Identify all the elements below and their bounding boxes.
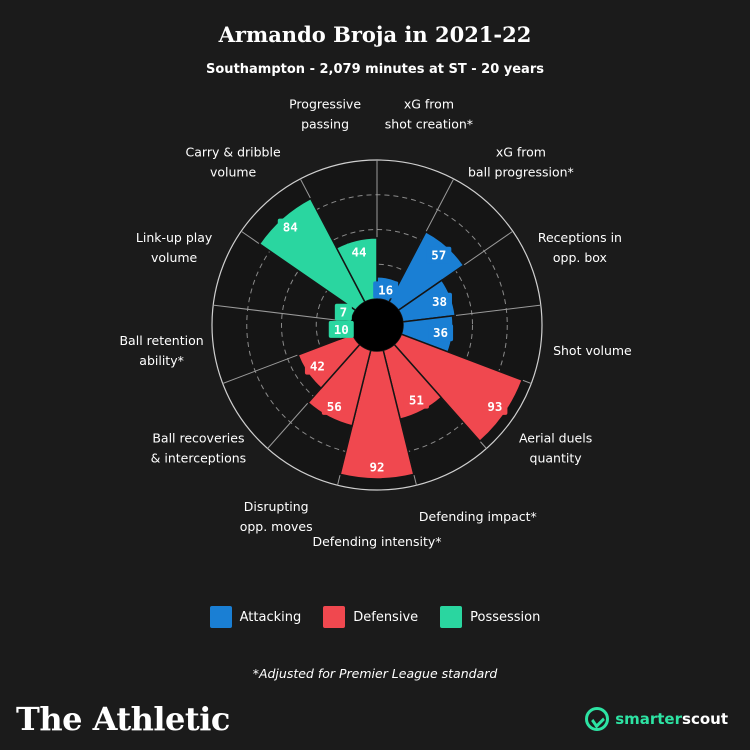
legend-label-possession: Possession bbox=[470, 609, 541, 625]
legend-label-defensive: Defensive bbox=[353, 609, 419, 625]
value-label-7: 56 bbox=[327, 399, 342, 414]
value-label-10: 7 bbox=[340, 305, 348, 320]
category-label-6: Defending intensity* bbox=[312, 534, 441, 549]
value-label-4: 93 bbox=[487, 399, 502, 414]
grid-spoke bbox=[213, 304, 352, 323]
category-label-3: Shot volume bbox=[553, 343, 632, 358]
value-badge-9 bbox=[328, 320, 354, 338]
legend-item-defensive: Defensive bbox=[323, 606, 418, 628]
legend-swatch-attacking bbox=[209, 606, 232, 628]
value-badge-8 bbox=[304, 357, 330, 375]
category-label-0: xG from shot creation* bbox=[385, 96, 473, 131]
value-label-3: 36 bbox=[433, 325, 448, 340]
category-label-2: Receptions in opp. box bbox=[538, 230, 622, 265]
value-badge-1 bbox=[426, 246, 452, 264]
value-label-5: 51 bbox=[409, 393, 424, 408]
category-label-4: Aerial duels quantity bbox=[519, 430, 592, 465]
legend-item-possession: Possession bbox=[440, 606, 540, 628]
legend-item-attacking: Attacking bbox=[209, 606, 302, 628]
value-label-0: 16 bbox=[378, 282, 393, 297]
chart-title: Armando Broja in 2021-22 bbox=[218, 22, 532, 47]
value-badge-10 bbox=[334, 303, 352, 321]
category-label-5: Defending impact* bbox=[419, 509, 537, 524]
value-badge-2 bbox=[426, 292, 452, 310]
category-label-10: Link-up play volume bbox=[136, 230, 213, 265]
value-label-11: 84 bbox=[283, 220, 298, 235]
category-label-12: Progressive passing bbox=[289, 96, 361, 131]
value-label-9: 10 bbox=[334, 322, 349, 337]
value-badge-6 bbox=[364, 458, 390, 476]
value-badge-5 bbox=[403, 391, 429, 409]
grid-ring bbox=[281, 229, 473, 421]
category-label-11: Carry & dribble volume bbox=[186, 145, 281, 180]
category-label-7: Disrupting opp. moves bbox=[240, 499, 313, 534]
value-badge-11 bbox=[277, 218, 303, 236]
value-label-1: 57 bbox=[431, 248, 446, 263]
value-badge-12 bbox=[346, 243, 372, 261]
the-athletic-logo: The Athletic bbox=[16, 700, 230, 738]
value-label-6: 92 bbox=[369, 459, 384, 474]
legend: Attacking Defensive Possession bbox=[0, 606, 750, 628]
legend-swatch-defensive bbox=[323, 606, 346, 628]
smarterscout-icon bbox=[585, 707, 610, 731]
legend-swatch-possession bbox=[440, 606, 463, 628]
chart-center bbox=[351, 299, 403, 351]
value-label-8: 42 bbox=[310, 359, 325, 374]
smarterscout-logo: smarterscout bbox=[585, 707, 728, 731]
footnote: *Adjusted for Premier League standard bbox=[252, 666, 498, 681]
value-label-2: 38 bbox=[432, 294, 447, 309]
category-label-1: xG from ball progression* bbox=[468, 145, 574, 180]
smarterscout-smart: smarter bbox=[615, 710, 683, 728]
category-label-9: Ball retention ability* bbox=[119, 333, 203, 368]
value-badge-0 bbox=[373, 281, 399, 299]
category-label-8: Ball recoveries & interceptions bbox=[151, 430, 247, 465]
smarterscout-scout: scout bbox=[682, 710, 728, 728]
legend-label-attacking: Attacking bbox=[239, 609, 302, 625]
value-badge-3 bbox=[428, 324, 454, 342]
value-label-12: 44 bbox=[351, 245, 366, 260]
value-badge-7 bbox=[321, 397, 347, 415]
value-badge-4 bbox=[482, 397, 508, 415]
chart-subtitle: Southampton - 2,079 minutes at ST - 20 y… bbox=[206, 62, 544, 77]
